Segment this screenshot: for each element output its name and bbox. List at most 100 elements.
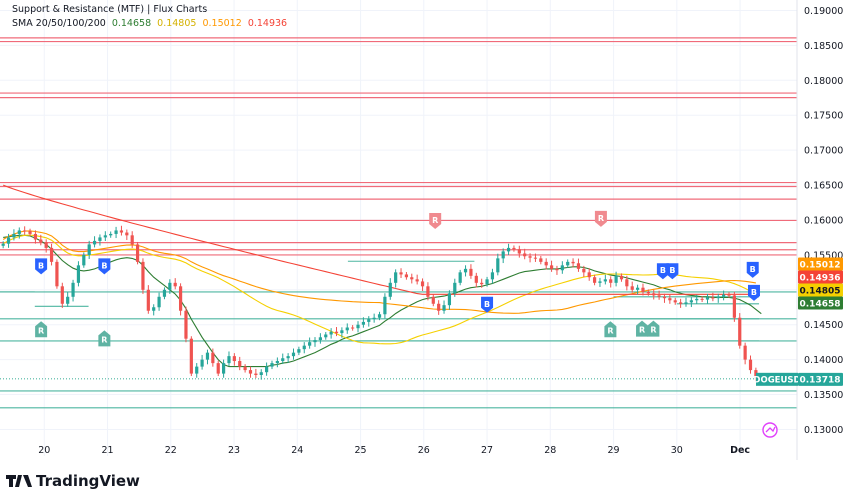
y-tick-label: 0.13500 — [804, 390, 843, 401]
candle-body — [6, 237, 11, 244]
candle-body — [297, 349, 301, 353]
candle-body — [523, 253, 527, 257]
candle-body — [684, 302, 688, 304]
indicator-title: Support & Resistance (MTF) | Flux Charts — [12, 4, 208, 15]
candle-body — [501, 251, 505, 259]
signal-label: B — [669, 266, 675, 275]
x-tick-label: 29 — [608, 445, 620, 456]
candle-body — [485, 279, 489, 285]
candle-body — [555, 268, 559, 271]
x-tick-label: 30 — [671, 445, 683, 456]
candle-body — [528, 256, 532, 258]
sma100-line — [2, 230, 756, 314]
candle-body — [442, 305, 446, 311]
signal-label: B — [750, 265, 756, 274]
price-tag-bg — [798, 283, 843, 297]
candle-body — [173, 282, 177, 287]
candle-body — [743, 345, 747, 360]
signal-label: B — [660, 266, 666, 275]
price-tags: 0.15012 0.14936 0.14805 0.14658 DOGEUSD0.137… — [753, 257, 843, 386]
symbol-tag-bg — [756, 372, 798, 386]
candle-body — [619, 275, 624, 280]
candle-body — [195, 366, 199, 374]
candle-body — [410, 277, 414, 280]
candle-body — [447, 293, 452, 306]
candle-body — [598, 281, 602, 283]
candle-body — [705, 297, 710, 300]
candle-body — [587, 272, 591, 278]
candle-body — [420, 281, 425, 287]
candle-body — [679, 302, 683, 304]
candle-body — [673, 300, 677, 303]
candle-body — [232, 356, 236, 362]
signal-label: R — [101, 335, 107, 344]
candle-body — [426, 286, 430, 297]
candle-body — [200, 359, 204, 367]
candle-body — [641, 287, 645, 292]
candle-body — [582, 268, 586, 273]
candle-body — [711, 297, 715, 299]
candle-body — [646, 291, 650, 294]
candle-body — [82, 254, 86, 266]
candle-body — [324, 334, 328, 338]
candle-body — [66, 296, 70, 304]
signal-label: R — [639, 326, 645, 335]
candlesticks — [1, 225, 758, 382]
signal-marker — [604, 321, 617, 338]
candle-body — [625, 279, 629, 287]
candle-body — [748, 359, 753, 371]
signal-marker — [98, 330, 111, 347]
sma20-value: 0.14658 — [111, 18, 152, 29]
candle-body — [275, 361, 279, 364]
candle-body — [286, 356, 290, 359]
signal-marker — [636, 320, 649, 337]
candle-body — [700, 298, 704, 300]
candle-body — [168, 282, 172, 290]
candle-body — [539, 258, 543, 262]
candle-body — [404, 274, 409, 278]
tradingview-logo[interactable]: TradingView — [6, 472, 140, 490]
candle-body — [178, 286, 183, 311]
signal-marker — [647, 320, 660, 337]
last-price-label: 0.13718 — [800, 376, 841, 386]
candle-body — [549, 265, 554, 269]
candle-body — [55, 261, 59, 287]
y-tick-label: 0.13000 — [804, 425, 843, 436]
candle-body — [76, 265, 81, 283]
candle-body — [23, 230, 27, 232]
candle-body — [668, 298, 672, 301]
candle-body — [103, 235, 107, 238]
sma200-line — [2, 184, 756, 295]
candle-body — [738, 317, 742, 346]
moving-averages — [2, 184, 762, 368]
price-tag-bg — [798, 296, 843, 310]
signal-label: B — [38, 261, 44, 270]
flux-charts-icon[interactable] — [762, 422, 778, 438]
price-tag-label: 0.14658 — [800, 299, 841, 309]
signal-label: R — [38, 326, 44, 335]
y-tick-label: 0.14500 — [804, 320, 843, 331]
signal-marker — [429, 212, 442, 229]
brand-name: TradingView — [36, 472, 140, 490]
candle-body — [383, 296, 387, 315]
candle-body — [727, 294, 731, 296]
sma200-value: 0.14936 — [247, 18, 288, 29]
x-tick-label: 28 — [544, 445, 556, 456]
x-tick-label: 23 — [228, 445, 240, 456]
candle-body — [1, 243, 5, 246]
signal-label: B — [101, 261, 107, 270]
y-tick-label: 0.14000 — [804, 355, 843, 366]
signal-marker — [481, 296, 494, 313]
signal-label: R — [650, 326, 656, 335]
candle-body — [571, 261, 575, 264]
signal-label: R — [432, 216, 438, 225]
candle-body — [662, 296, 667, 299]
candle-body — [130, 235, 134, 245]
candle-body — [265, 366, 269, 373]
sma-legend-row: SMA 20/50/100/200 0.14658 0.14805 0.1501… — [12, 17, 290, 31]
candle-body — [98, 237, 102, 241]
candle-body — [394, 272, 398, 283]
candle-body — [367, 319, 371, 322]
